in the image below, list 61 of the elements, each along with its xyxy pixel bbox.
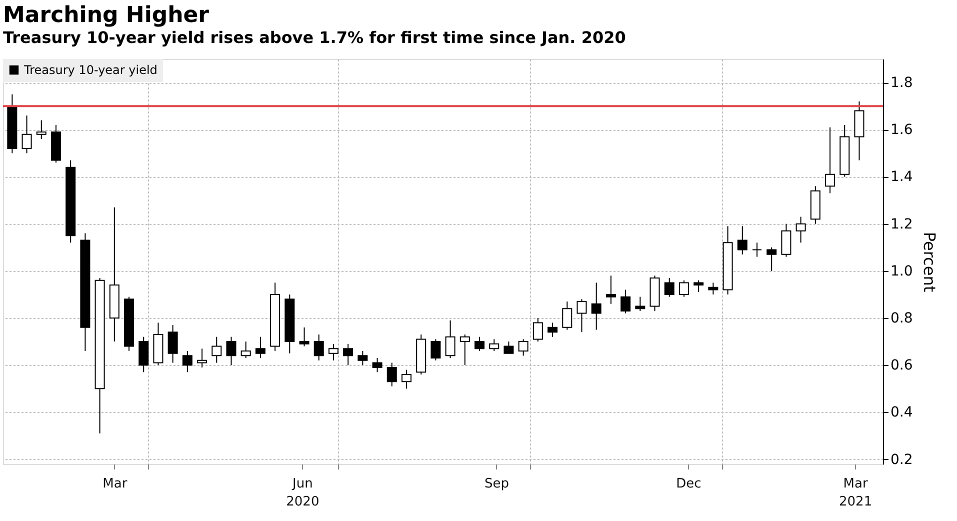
candlestick <box>460 334 470 366</box>
candlestick <box>825 126 836 194</box>
candlestick <box>240 341 251 359</box>
candlestick <box>182 350 192 373</box>
candlestick <box>489 338 500 352</box>
candlestick <box>518 338 528 356</box>
candlestick <box>445 320 456 359</box>
candlestick <box>562 301 572 330</box>
candlestick <box>168 324 178 364</box>
legend-label: Treasury 10-year yield <box>23 63 158 77</box>
candlestick <box>36 120 46 140</box>
y-tick-label: 1.0 <box>890 263 913 280</box>
y-tick-label: 0.4 <box>890 404 913 421</box>
candlestick <box>358 350 368 366</box>
candlestick <box>752 242 762 258</box>
y-tick-label: 1.6 <box>890 122 913 138</box>
chart-subtitle: Treasury 10-year yield rises above 1.7% for first time since Jan. 2020 <box>3 28 626 47</box>
candlestick <box>796 216 806 244</box>
candlestick <box>328 343 338 361</box>
x-tick-label: Mar <box>102 476 128 492</box>
y-tick-label: 1.4 <box>890 169 913 186</box>
y-tick-label: 1.8 <box>890 75 913 92</box>
candlestick <box>299 326 310 347</box>
candlestick <box>372 358 382 373</box>
x-tick-label: Dec <box>676 476 702 492</box>
candlestick <box>694 280 704 293</box>
candlestick <box>708 282 718 295</box>
x-tick-label: Mar 2021 <box>839 476 872 510</box>
candlestick <box>386 362 397 387</box>
candlestick <box>635 296 646 312</box>
x-tick-label: Jun 2020 <box>286 476 320 510</box>
candlestick <box>620 289 631 314</box>
y-tick-label: 0.2 <box>890 452 913 468</box>
candlestick <box>22 115 32 154</box>
x-tick-label: Sep <box>484 476 509 492</box>
candlestick <box>781 223 792 258</box>
y-tick-label: 0.8 <box>890 310 913 327</box>
y-axis-title: Percent <box>920 232 939 292</box>
candlestick <box>678 280 689 298</box>
candlestick <box>737 226 748 255</box>
y-tick-label: 0.6 <box>890 358 913 374</box>
candlestick <box>766 246 777 272</box>
candlestick <box>664 277 674 298</box>
candlestick <box>226 336 236 366</box>
candlestick <box>548 322 558 338</box>
candlestick <box>138 336 149 373</box>
candlestick <box>430 338 441 361</box>
chart-title: Marching Higher <box>3 3 210 28</box>
candlestick <box>474 336 485 352</box>
candlestick <box>504 341 514 354</box>
candlestick <box>401 369 412 390</box>
candlestick <box>576 298 587 333</box>
candlestick <box>591 282 602 330</box>
candlestick <box>343 343 354 366</box>
candlestick <box>255 336 266 359</box>
candlestick <box>314 334 324 361</box>
candlestick <box>532 318 543 342</box>
candlestick <box>212 336 222 364</box>
y-tick-label: 1.2 <box>890 216 913 232</box>
candlestick <box>606 275 616 304</box>
candlestick <box>197 348 208 368</box>
